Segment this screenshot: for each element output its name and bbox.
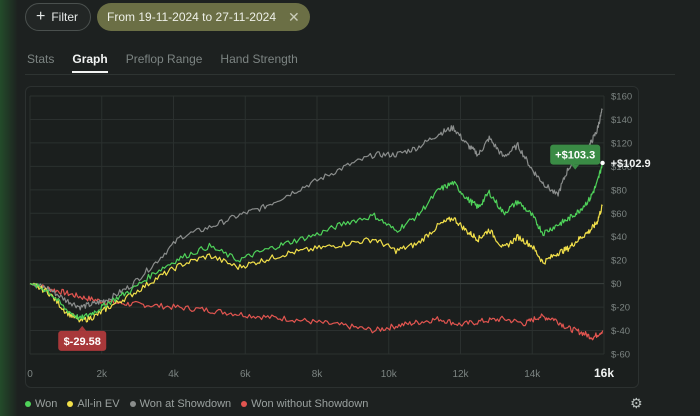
- plus-icon: +: [36, 7, 46, 25]
- y-tick-label: $-40: [611, 326, 630, 337]
- x-tick-label: 4k: [168, 369, 180, 380]
- x-tick-label: 14k: [524, 369, 541, 380]
- results-line-chart: 0 2k 4k 6k 8k 10k 12k 14k 16k $160 $140 $120 $100 $80…: [27, 92, 651, 381]
- legend-item-won-at-showdown[interactable]: Won at Showdown: [129, 398, 232, 410]
- y-tick-label: $140: [611, 115, 632, 126]
- x-tick-label: 6k: [240, 369, 252, 380]
- y-tick-label: $20: [611, 256, 627, 267]
- won-callout-pointer: [571, 164, 580, 170]
- x-tick-label: 10k: [381, 369, 398, 380]
- filter-label: Filter: [51, 10, 79, 24]
- legend-label-allin-ev: All-in EV: [77, 398, 120, 410]
- legend-label-won-at-showdown: Won at Showdown: [139, 398, 232, 410]
- series-line-won-at-showdown: [29, 108, 603, 311]
- series-line-won: [29, 161, 604, 321]
- x-tick-label: 8k: [312, 369, 324, 380]
- tab-hand-strength[interactable]: Hand Strength: [220, 52, 298, 66]
- gear-icon[interactable]: ⚙: [630, 395, 643, 411]
- left-edge-glow: [0, 0, 18, 416]
- legend-label-won-without-showdown: Won without Showdown: [251, 398, 369, 410]
- y-tick-label: $80: [611, 185, 627, 196]
- y-tick-label: $100: [611, 162, 632, 173]
- toolbar: + Filter From 19-11-2024 to 27-11-2024 ✕: [25, 3, 310, 31]
- tab-divider: [25, 74, 675, 75]
- won-value-label: +$103.3: [555, 150, 595, 162]
- series-line-won-without-showdown: [29, 283, 604, 341]
- filter-button[interactable]: + Filter: [25, 3, 92, 31]
- y-tick-label: $-20: [611, 303, 630, 314]
- x-tick-label: 12k: [452, 369, 469, 380]
- legend-label-won: Won: [35, 398, 58, 410]
- legend-dot-won-at-showdown: [129, 401, 136, 407]
- y-tick-label: $-60: [611, 350, 630, 361]
- x-tick-label: 16k: [594, 366, 614, 380]
- current-value-dot: [600, 160, 605, 166]
- min-value-callout: [58, 330, 107, 351]
- y-tick-label: $40: [611, 232, 627, 243]
- min-value-label: $-29.58: [64, 336, 101, 348]
- legend-dot-allin-ev: [67, 401, 74, 407]
- close-icon[interactable]: ✕: [288, 9, 300, 25]
- tab-graph[interactable]: Graph: [72, 52, 109, 73]
- chart-legend: Won All-in EV Won at Showdown Won withou…: [25, 398, 368, 410]
- tab-stats[interactable]: Stats: [27, 52, 55, 66]
- min-callout-pointer: [78, 325, 87, 331]
- y-tick-label: $160: [611, 92, 632, 103]
- current-value-label: +$102.9: [611, 158, 651, 170]
- legend-item-won[interactable]: Won: [25, 398, 57, 410]
- series-line-all-in-ev: [29, 204, 603, 323]
- y-tick-label: $60: [611, 209, 627, 220]
- x-tick-label: 2k: [96, 369, 108, 380]
- x-tick-label: 0: [27, 369, 33, 380]
- legend-dot-won-without-showdown: [241, 401, 248, 407]
- date-range-label: From 19-11-2024 to 27-11-2024: [107, 10, 277, 24]
- tab-bar: Stats Graph Preflop Range Hand Strength: [27, 52, 298, 73]
- legend-dot-won: [25, 401, 31, 407]
- y-tick-label: $120: [611, 138, 632, 149]
- date-range-chip[interactable]: From 19-11-2024 to 27-11-2024 ✕: [97, 3, 310, 31]
- legend-item-allin-ev[interactable]: All-in EV: [67, 398, 120, 410]
- tab-preflop-range[interactable]: Preflop Range: [125, 52, 203, 66]
- legend-item-won-without-showdown[interactable]: Won without Showdown: [241, 398, 368, 410]
- won-value-callout: [550, 144, 601, 165]
- y-tick-label: $0: [611, 279, 622, 290]
